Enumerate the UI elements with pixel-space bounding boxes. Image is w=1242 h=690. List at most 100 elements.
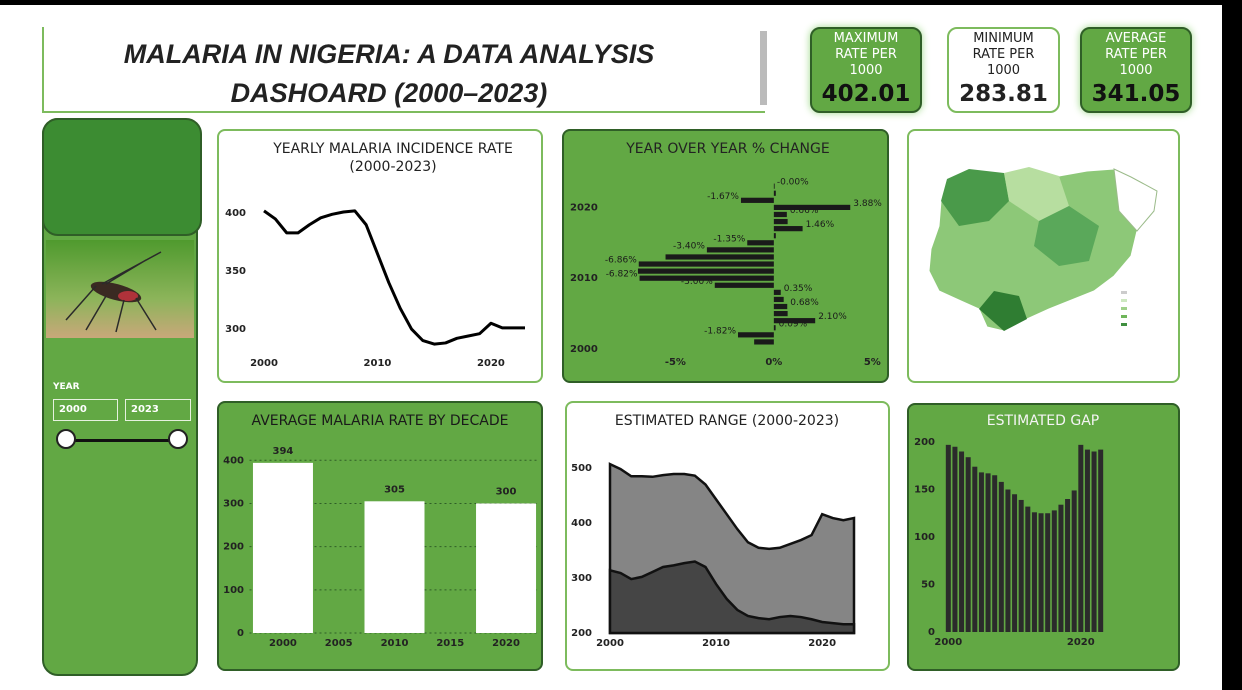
bar (754, 339, 774, 345)
x-tick-label: 2000 (934, 637, 962, 648)
panel: YEARLY MALARIA INCIDENCE RATE (2000-2023)… (217, 129, 543, 383)
data-label: 305 (384, 484, 405, 495)
slicer-end[interactable]: 2023 (125, 399, 191, 421)
y-tick-label: 200 (914, 437, 935, 448)
data-label: 1.46% (806, 220, 835, 230)
y-tick-label: 100 (914, 532, 935, 543)
panel: ESTIMATED GAP 0 50 100 150 200 2000 2020 (907, 403, 1180, 671)
x-tick-label: 2020 (808, 638, 836, 649)
y-tick-label: 400 (223, 455, 244, 466)
bar (773, 183, 775, 189)
title-line: DASHOARD (2000–2023) (230, 78, 548, 108)
bar (985, 473, 991, 632)
slider-handle[interactable] (56, 429, 76, 449)
data-label: 0.66% (790, 206, 819, 216)
data-label: 2.10% (818, 312, 847, 322)
slider-handle[interactable] (168, 429, 188, 449)
bar (738, 332, 774, 338)
bar (998, 481, 1004, 632)
x-tick-label: 2010 (381, 638, 409, 649)
bar (952, 446, 958, 632)
area-chart: ESTIMATED RANGE (2000-2023) 200 300 400 500 2… (571, 413, 856, 649)
y-tick-label: 2020 (570, 202, 598, 213)
bar (1005, 489, 1011, 632)
bar (773, 226, 803, 232)
bar-chart: YEAR OVER YEAR % CHANGE -5% 0% 5% 2000 -1.82%… (570, 141, 882, 368)
x-tick-label: 2000 (269, 638, 297, 649)
title-box: MALARIA IN NIGERIA: A DATA ANALYSIS DASH… (42, 27, 767, 113)
bar (747, 240, 774, 246)
kpi-card: MAXIMUM RATE PER 1000 402.01 (810, 27, 922, 113)
slicer-start[interactable]: 2000 (53, 399, 118, 421)
panel: AVERAGE MALARIA RATE BY DECADE 0 100 200 300… (217, 401, 543, 671)
bar (1051, 510, 1057, 632)
data-label: 0.09% (779, 319, 808, 329)
chart-title: YEARLY MALARIA INCIDENCE RATE (272, 141, 513, 157)
data-label: 0.68% (790, 298, 819, 308)
bar (638, 261, 774, 267)
bar (773, 211, 787, 218)
data-label: -1.67% (707, 192, 739, 202)
kpi-card: MINIMUM RATE PER 1000 283.81 (947, 27, 1060, 113)
bar (1098, 449, 1104, 632)
bar (639, 275, 774, 281)
area (608, 560, 856, 635)
bar (972, 466, 978, 632)
bar (959, 451, 965, 632)
bar (773, 318, 816, 324)
kpi-label: MINIMUM RATE PER 1000 (972, 31, 1035, 78)
x-tick-label: 2000 (596, 638, 624, 649)
bar (773, 325, 776, 331)
y-tick-label: 0 (928, 627, 935, 638)
slicer-label: YEAR (53, 382, 80, 392)
line (263, 209, 525, 346)
chart-title: ESTIMATED GAP (987, 413, 1099, 429)
panel: ESTIMATED RANGE (2000-2023) 200 300 400 500 2… (565, 401, 890, 671)
bar (740, 197, 774, 203)
y-tick-label: 0 (237, 628, 244, 639)
bar (665, 254, 774, 260)
panel (907, 129, 1180, 383)
y-tick-label: 150 (914, 485, 935, 496)
bar (637, 268, 774, 274)
bar (1045, 513, 1051, 632)
data-label: -6.82% (606, 270, 638, 280)
bar (773, 289, 781, 295)
data-label: 0.35% (784, 284, 813, 294)
data-label: -0.00% (777, 178, 809, 188)
bar (773, 204, 851, 210)
y-tick-label: 400 (225, 208, 246, 219)
data-label: -3.40% (673, 241, 705, 251)
map (928, 166, 1158, 332)
bar (1038, 513, 1044, 632)
kpi-label: AVERAGE RATE PER 1000 (1105, 31, 1167, 78)
y-tick-label: 2000 (570, 344, 598, 355)
bar (1025, 506, 1031, 632)
kpi-label: MAXIMUM RATE PER 1000 (833, 31, 899, 78)
y-tick-label: 300 (571, 573, 592, 584)
chart-subtitle: (2000-2023) (349, 159, 436, 175)
chart-title: YEAR OVER YEAR % CHANGE (625, 141, 829, 157)
data-label: 300 (496, 486, 517, 497)
x-tick-label: -5% (665, 357, 686, 368)
data-label: -3.00% (681, 277, 713, 287)
y-tick-label: 300 (225, 324, 246, 335)
x-tick-label: 2020 (1067, 637, 1095, 648)
bar (714, 282, 774, 288)
title-line: MALARIA IN NIGERIA: A DATA ANALYSIS (123, 39, 655, 69)
divider (760, 31, 767, 105)
bar (1065, 499, 1071, 632)
x-tick-label: 0% (765, 357, 782, 368)
x-tick-label: 2020 (492, 638, 520, 649)
bar (1078, 444, 1084, 632)
line-chart: YEARLY MALARIA INCIDENCE RATE (2000-2023)… (225, 141, 525, 369)
chart-title: AVERAGE MALARIA RATE BY DECADE (252, 413, 509, 429)
x-tick-label: 2015 (436, 638, 464, 649)
kpi-value: 283.81 (959, 81, 1048, 107)
y-tick-label: 100 (223, 585, 244, 596)
bar (773, 303, 788, 310)
data-label: 3.88% (853, 199, 882, 209)
bar (1084, 449, 1090, 632)
bar (773, 190, 776, 196)
